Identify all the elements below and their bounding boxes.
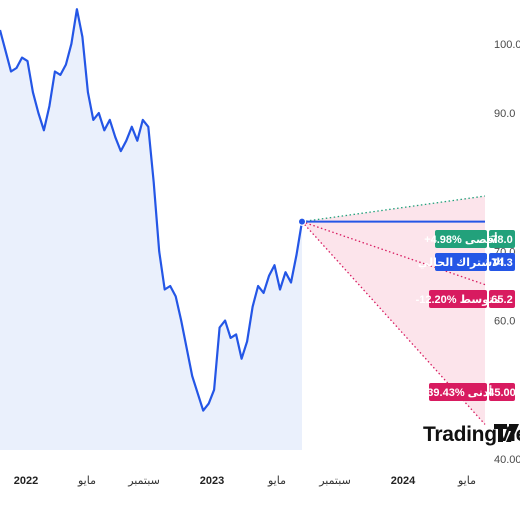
svg-text:74.3: 74.3 (491, 257, 512, 269)
y-tick-label: 90.0 (494, 108, 515, 120)
x-tick-label: مايو (267, 475, 286, 487)
line-layer (0, 8, 307, 412)
x-tick-label: سبتمبر (127, 475, 160, 487)
forecast-low-label: -39.43% أدنى (424, 383, 493, 401)
forecast-current-label: الاشتراك الحالي (418, 253, 504, 271)
x-tick-label: سبتمبر (318, 475, 351, 487)
price-line (0, 8, 304, 412)
forecast-high-label: +4.98% أقصى (424, 230, 498, 248)
forecast-high-value: 78.0 (489, 230, 515, 248)
forecast-average-line (301, 221, 486, 286)
svg-text:الاشتراك الحالي: الاشتراك الحالي (418, 257, 504, 269)
price-area (0, 9, 302, 450)
svg-text:65.2: 65.2 (491, 294, 512, 306)
forecast-current-value: 74.3 (489, 253, 515, 271)
last-price-point (297, 217, 307, 226)
forecast-high-line (301, 195, 486, 223)
forecast-average-label: -12.20% متوسط (416, 290, 501, 308)
y-tick-label: 100.0 (494, 39, 520, 51)
area-layer (0, 9, 302, 450)
svg-text:-12.20% متوسط: -12.20% متوسط (416, 294, 501, 306)
x-axis: 2022 مايو سبتمبر 2023 مايو سبتمبر 2024 مايو (14, 475, 476, 487)
x-tick-label: 2023 (200, 475, 224, 487)
x-tick-label: 2022 (14, 475, 38, 487)
y-tick-label: 40.00 (494, 454, 520, 466)
tradingview-logo: TradingView (423, 423, 520, 446)
y-tick-label: 60.0 (494, 316, 515, 328)
svg-text:-39.43% أدنى: -39.43% أدنى (424, 385, 493, 399)
forecast-average-value: 65.2 (489, 290, 515, 308)
svg-text:78.0: 78.0 (491, 234, 512, 246)
tv-logo-icon (494, 424, 519, 442)
svg-text:45.00: 45.00 (488, 387, 516, 399)
forecast-low-value: 45.00 (488, 383, 516, 401)
x-tick-label: مايو (77, 475, 96, 487)
x-tick-label: 2024 (391, 475, 416, 487)
svg-text:+4.98% أقصى: +4.98% أقصى (424, 232, 498, 246)
x-tick-label: مايو (457, 475, 476, 487)
forecast-low-line (301, 221, 486, 425)
